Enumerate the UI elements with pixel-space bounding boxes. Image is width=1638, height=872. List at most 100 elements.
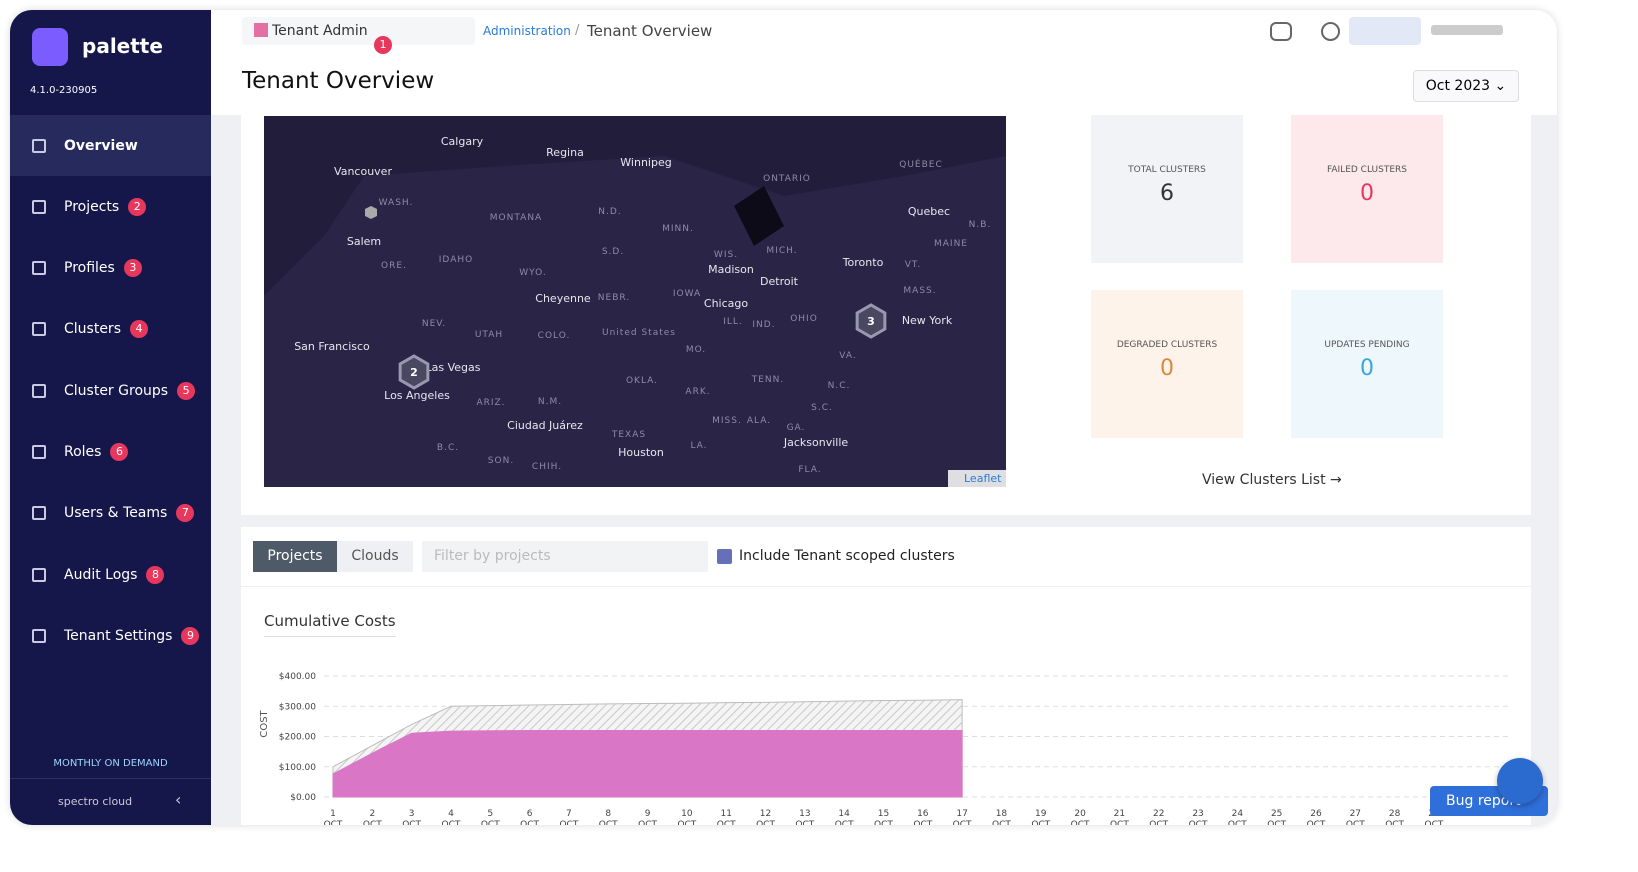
map-label: Detroit: [760, 275, 799, 288]
map-label: S.D.: [602, 247, 624, 257]
x-tick-label: 3: [409, 809, 415, 819]
nav-item[interactable]: Clusters 4: [10, 299, 211, 360]
x-tick-label: 22: [1153, 809, 1164, 819]
chart-title: Cumulative Costs: [264, 612, 396, 637]
chat-bubble[interactable]: [1497, 758, 1543, 804]
cluster-count: 2: [410, 366, 418, 379]
tab[interactable]: Projects: [253, 541, 337, 572]
nav-label: Tenant Settings: [64, 627, 173, 644]
map-label: Cheyenne: [535, 292, 591, 305]
x-tick-label: 18: [996, 809, 1008, 819]
map-label: MASS.: [903, 286, 936, 296]
map-label: VA.: [839, 351, 856, 361]
x-tick-sublabel: OCT: [717, 820, 736, 825]
view-clusters-link[interactable]: View Clusters List →: [1202, 472, 1342, 488]
scope-select[interactable]: Tenant Admin: [242, 17, 475, 45]
breadcrumb-current: Tenant Overview: [587, 22, 713, 40]
x-tick-sublabel: OCT: [559, 820, 578, 825]
x-tick-sublabel: OCT: [1228, 820, 1247, 825]
map-label: COLO.: [538, 331, 571, 341]
y-tick-label: $0.00: [290, 793, 316, 803]
map-label: MO.: [686, 345, 706, 355]
checkbox[interactable]: [717, 549, 732, 564]
scope-badge: 1: [374, 36, 392, 54]
nav-item[interactable]: Audit Logs 8: [10, 544, 211, 605]
nav-item[interactable]: Tenant Settings 9: [10, 605, 211, 666]
map-label: Los Angeles: [384, 389, 450, 402]
x-tick-label: 26: [1310, 809, 1322, 819]
chat-icon[interactable]: [1270, 22, 1292, 41]
project-filter[interactable]: Filter by projects: [422, 541, 708, 572]
org-button[interactable]: [1349, 17, 1421, 45]
stat-value: 0: [1360, 181, 1374, 206]
x-tick-label: 15: [878, 809, 889, 819]
map-label: ARIZ.: [476, 398, 505, 408]
map-label: OKLA.: [626, 376, 658, 386]
x-tick-label: 2: [369, 809, 375, 819]
scope-text: Tenant Admin: [272, 23, 368, 39]
x-tick-label: 4: [448, 809, 454, 819]
x-tick-sublabel: OCT: [795, 820, 814, 825]
x-tick-label: 17: [956, 809, 967, 819]
nav-item[interactable]: Roles 6: [10, 422, 211, 483]
x-tick-label: 14: [838, 809, 850, 819]
map-label: Toronto: [842, 256, 884, 269]
y-tick-label: $400.00: [279, 672, 316, 682]
map-label: ALA.: [747, 416, 771, 426]
cluster-marker[interactable]: [398, 354, 430, 390]
collapse-button[interactable]: ‹: [175, 790, 182, 809]
cluster-marker[interactable]: [855, 303, 887, 339]
x-tick-label: 21: [1114, 809, 1125, 819]
x-tick-label: 24: [1232, 809, 1244, 819]
stat-card: FAILED CLUSTERS 0: [1291, 115, 1443, 263]
map-label: MONTANA: [490, 213, 542, 223]
x-tick-label: 16: [917, 809, 929, 819]
map-label: UTAH: [475, 330, 503, 340]
period-select[interactable]: Oct 2023 ⌄: [1413, 70, 1519, 102]
nav-item[interactable]: Profiles 3: [10, 238, 211, 299]
nav-icon: [32, 322, 46, 337]
map-label: IND.: [752, 320, 775, 330]
x-tick-sublabel: OCT: [402, 820, 421, 825]
stat-value: 0: [1160, 356, 1174, 381]
map-label: N.M.: [538, 397, 562, 407]
x-tick-label: 12: [760, 809, 771, 819]
stat-card: DEGRADED CLUSTERS 0: [1091, 290, 1243, 438]
header: Tenant Admin 1 Administration / Tenant O…: [211, 10, 1557, 115]
map-label: TEXAS: [611, 430, 646, 440]
x-tick-sublabel: OCT: [442, 820, 461, 825]
map-label: United States: [602, 328, 676, 338]
attribution[interactable]: Leaflet: [964, 472, 1002, 485]
tab[interactable]: Clouds: [337, 541, 413, 572]
help-icon[interactable]: [1321, 22, 1340, 41]
x-tick-sublabel: OCT: [1189, 820, 1208, 825]
map-label: ARK.: [685, 387, 710, 397]
version: 4.1.0-230905: [30, 85, 98, 96]
map-label: Quebec: [908, 205, 950, 218]
nav-icon: [32, 567, 46, 582]
nav-item[interactable]: Overview: [10, 115, 211, 176]
x-tick-sublabel: OCT: [1071, 820, 1090, 825]
nav-badge: 5: [177, 381, 196, 400]
x-tick-sublabel: OCT: [324, 820, 343, 825]
breadcrumb-link[interactable]: Administration: [483, 24, 571, 38]
nav-item[interactable]: Projects 2: [10, 176, 211, 237]
nav-item[interactable]: Cluster Groups 5: [10, 360, 211, 421]
user-menu[interactable]: [1431, 25, 1503, 35]
map-label: San Francisco: [294, 340, 370, 353]
cost-card: Projects Clouds Filter by projects Inclu…: [241, 527, 1531, 825]
footer-brand[interactable]: spectro cloud: [58, 795, 133, 808]
nav-icon: [32, 199, 46, 214]
x-tick-sublabel: OCT: [599, 820, 618, 825]
map-label: VT.: [905, 260, 921, 270]
nav-item[interactable]: Users & Teams 7: [10, 483, 211, 544]
nav-icon: [32, 261, 46, 276]
x-tick-label: 19: [1035, 809, 1047, 819]
nav-label: Profiles: [64, 260, 115, 277]
nav-badge: 4: [129, 320, 148, 339]
nav-badge: 6: [110, 443, 129, 461]
map: Calgary Regina Winnipeg Vancouver WASH. MONTA…: [264, 116, 1006, 487]
x-tick-label: 7: [566, 809, 572, 819]
stat-label: UPDATES PENDING: [1324, 340, 1410, 350]
cluster-marker[interactable]: [365, 206, 377, 219]
